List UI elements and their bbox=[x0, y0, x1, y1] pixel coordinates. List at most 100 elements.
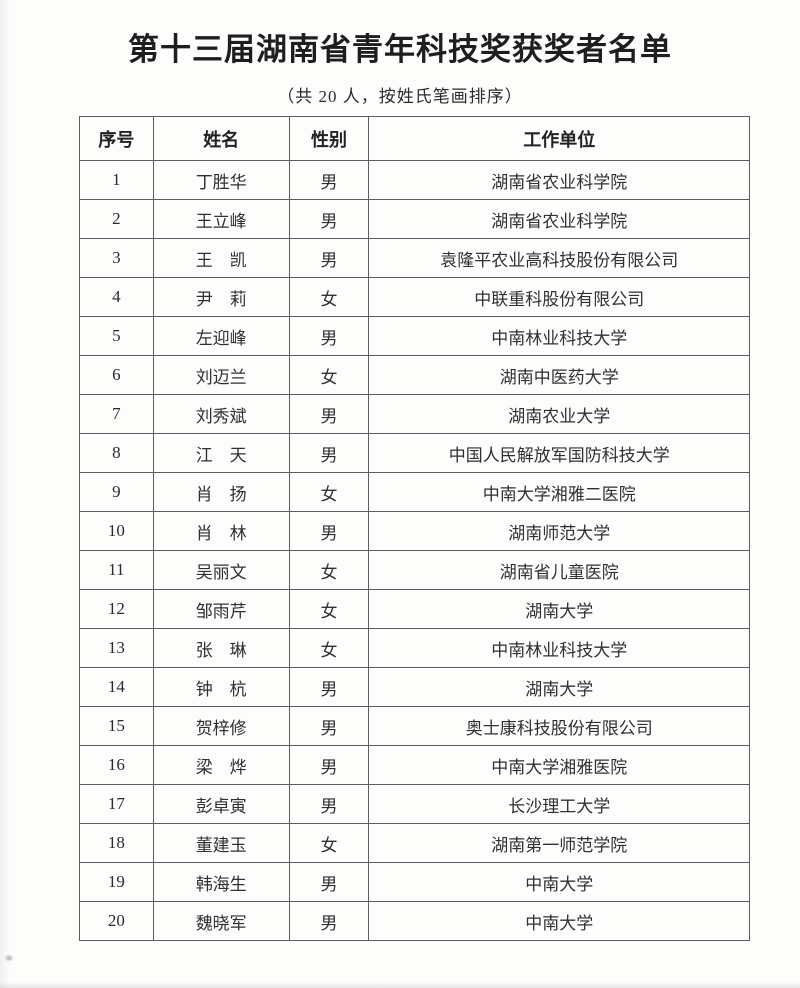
cell-no: 9 bbox=[79, 472, 154, 512]
header-row: 序号 姓名 性别 工作单位 bbox=[79, 116, 750, 161]
table-row: 17 彭卓寅男长沙理工大学 bbox=[79, 784, 750, 824]
col-header-gender: 性别 bbox=[288, 116, 370, 161]
cell-no: 1 bbox=[79, 160, 154, 200]
cell-name: 张 琳 bbox=[152, 628, 290, 668]
table-row: 6 刘迈兰女湖南中医药大学 bbox=[79, 355, 750, 395]
table-row: 11 吴丽文女湖南省儿童医院 bbox=[79, 550, 750, 590]
table-row: 18 董建玉女湖南第一师范学院 bbox=[79, 823, 750, 863]
cell-no: 15 bbox=[79, 706, 154, 746]
cell-no: 18 bbox=[79, 823, 154, 863]
cell-no: 7 bbox=[79, 394, 154, 434]
table-row: 16 梁 烨男中南大学湘雅医院 bbox=[79, 745, 750, 785]
cell-gender: 女 bbox=[288, 472, 370, 512]
table-row: 13 张 琳女中南林业科技大学 bbox=[79, 628, 750, 668]
cell-no: 2 bbox=[79, 199, 154, 239]
table-row: 12 邹雨芹女湖南大学 bbox=[79, 589, 750, 629]
cell-name: 梁 烨 bbox=[152, 745, 290, 785]
cell-gender: 男 bbox=[288, 706, 370, 746]
cell-gender: 男 bbox=[288, 160, 370, 200]
cell-no: 6 bbox=[79, 355, 154, 395]
cell-name: 刘迈兰 bbox=[152, 355, 290, 395]
cell-gender: 男 bbox=[288, 784, 370, 824]
cell-unit: 湖南师范大学 bbox=[368, 511, 750, 551]
table-row: 20 魏晓军男中南大学 bbox=[79, 901, 750, 941]
cell-gender: 女 bbox=[288, 355, 370, 395]
cell-unit: 湖南省农业科学院 bbox=[368, 199, 750, 239]
cell-unit: 中联重科股份有限公司 bbox=[368, 277, 750, 317]
cell-gender: 女 bbox=[288, 277, 370, 317]
cell-gender: 男 bbox=[288, 511, 370, 551]
cell-name: 丁胜华 bbox=[152, 160, 290, 200]
table-body: 1 丁胜华男湖南省农业科学院 2 王立峰男湖南省农业科学院 3 王 凯男袁隆平农业高科技股… bbox=[79, 160, 750, 941]
cell-unit: 袁隆平农业高科技股份有限公司 bbox=[368, 238, 750, 278]
cell-no: 19 bbox=[79, 862, 154, 902]
winners-table: 序号 姓名 性别 工作单位 1 丁胜华男湖南省农业科学院 2 王立峰男湖南省农业科学院… bbox=[79, 116, 750, 941]
cell-name: 刘秀斌 bbox=[152, 394, 290, 434]
cell-unit: 湖南大学 bbox=[368, 589, 750, 629]
cell-gender: 女 bbox=[288, 823, 370, 863]
cell-no: 5 bbox=[79, 316, 154, 356]
cell-no: 10 bbox=[79, 511, 154, 551]
table-row: 14 钟 杭男湖南大学 bbox=[79, 667, 750, 707]
cell-name: 肖 林 bbox=[152, 511, 290, 551]
table-row: 5 左迎峰男中南林业科技大学 bbox=[79, 316, 750, 356]
cell-gender: 男 bbox=[288, 394, 370, 434]
table-row: 10 肖 林男湖南师范大学 bbox=[79, 511, 750, 551]
scan-smudge bbox=[4, 954, 14, 962]
col-header-name: 姓名 bbox=[152, 116, 290, 161]
cell-gender: 女 bbox=[288, 550, 370, 590]
cell-name: 钟 杭 bbox=[152, 667, 290, 707]
cell-no: 4 bbox=[79, 277, 154, 317]
cell-name: 董建玉 bbox=[152, 823, 290, 863]
cell-gender: 男 bbox=[288, 745, 370, 785]
cell-unit: 奥士康科技股份有限公司 bbox=[368, 706, 750, 746]
cell-name: 王 凯 bbox=[152, 238, 290, 278]
cell-gender: 女 bbox=[288, 628, 370, 668]
cell-gender: 男 bbox=[288, 901, 370, 941]
cell-no: 11 bbox=[79, 550, 154, 590]
cell-gender: 男 bbox=[288, 433, 370, 473]
cell-name: 左迎峰 bbox=[152, 316, 290, 356]
cell-unit: 中南大学湘雅医院 bbox=[368, 745, 750, 785]
cell-no: 17 bbox=[79, 784, 154, 824]
cell-unit: 中国人民解放军国防科技大学 bbox=[368, 433, 750, 473]
cell-name: 彭卓寅 bbox=[152, 784, 290, 824]
cell-unit: 湖南大学 bbox=[368, 667, 750, 707]
cell-no: 16 bbox=[79, 745, 154, 785]
cell-unit: 中南大学 bbox=[368, 862, 750, 902]
cell-gender: 男 bbox=[288, 862, 370, 902]
cell-unit: 湖南中医药大学 bbox=[368, 355, 750, 395]
cell-name: 肖 扬 bbox=[152, 472, 290, 512]
cell-name: 吴丽文 bbox=[152, 550, 290, 590]
cell-gender: 男 bbox=[288, 238, 370, 278]
cell-name: 王立峰 bbox=[152, 199, 290, 239]
cell-unit: 中南大学湘雅二医院 bbox=[368, 472, 750, 512]
table-row: 15 贺梓修男奥士康科技股份有限公司 bbox=[79, 706, 750, 746]
col-header-unit: 工作单位 bbox=[368, 116, 750, 161]
cell-gender: 男 bbox=[288, 667, 370, 707]
cell-name: 魏晓军 bbox=[152, 901, 290, 941]
cell-unit: 湖南农业大学 bbox=[368, 394, 750, 434]
cell-name: 邹雨芹 bbox=[152, 589, 290, 629]
cell-no: 13 bbox=[79, 628, 154, 668]
cell-no: 12 bbox=[79, 589, 154, 629]
cell-no: 3 bbox=[79, 238, 154, 278]
cell-unit: 中南林业科技大学 bbox=[368, 316, 750, 356]
page-subtitle: （共 20 人，按姓氏笔画排序） bbox=[277, 87, 523, 106]
cell-unit: 长沙理工大学 bbox=[368, 784, 750, 824]
cell-no: 8 bbox=[79, 433, 154, 473]
cell-gender: 男 bbox=[288, 316, 370, 356]
cell-no: 14 bbox=[79, 667, 154, 707]
cell-unit: 湖南省儿童医院 bbox=[368, 550, 750, 590]
cell-name: 韩海生 bbox=[152, 862, 290, 902]
table-row: 7 刘秀斌男湖南农业大学 bbox=[79, 394, 750, 434]
cell-name: 贺梓修 bbox=[152, 706, 290, 746]
cell-unit: 湖南第一师范学院 bbox=[368, 823, 750, 863]
table-row: 1 丁胜华男湖南省农业科学院 bbox=[79, 160, 750, 200]
cell-unit: 中南林业科技大学 bbox=[368, 628, 750, 668]
